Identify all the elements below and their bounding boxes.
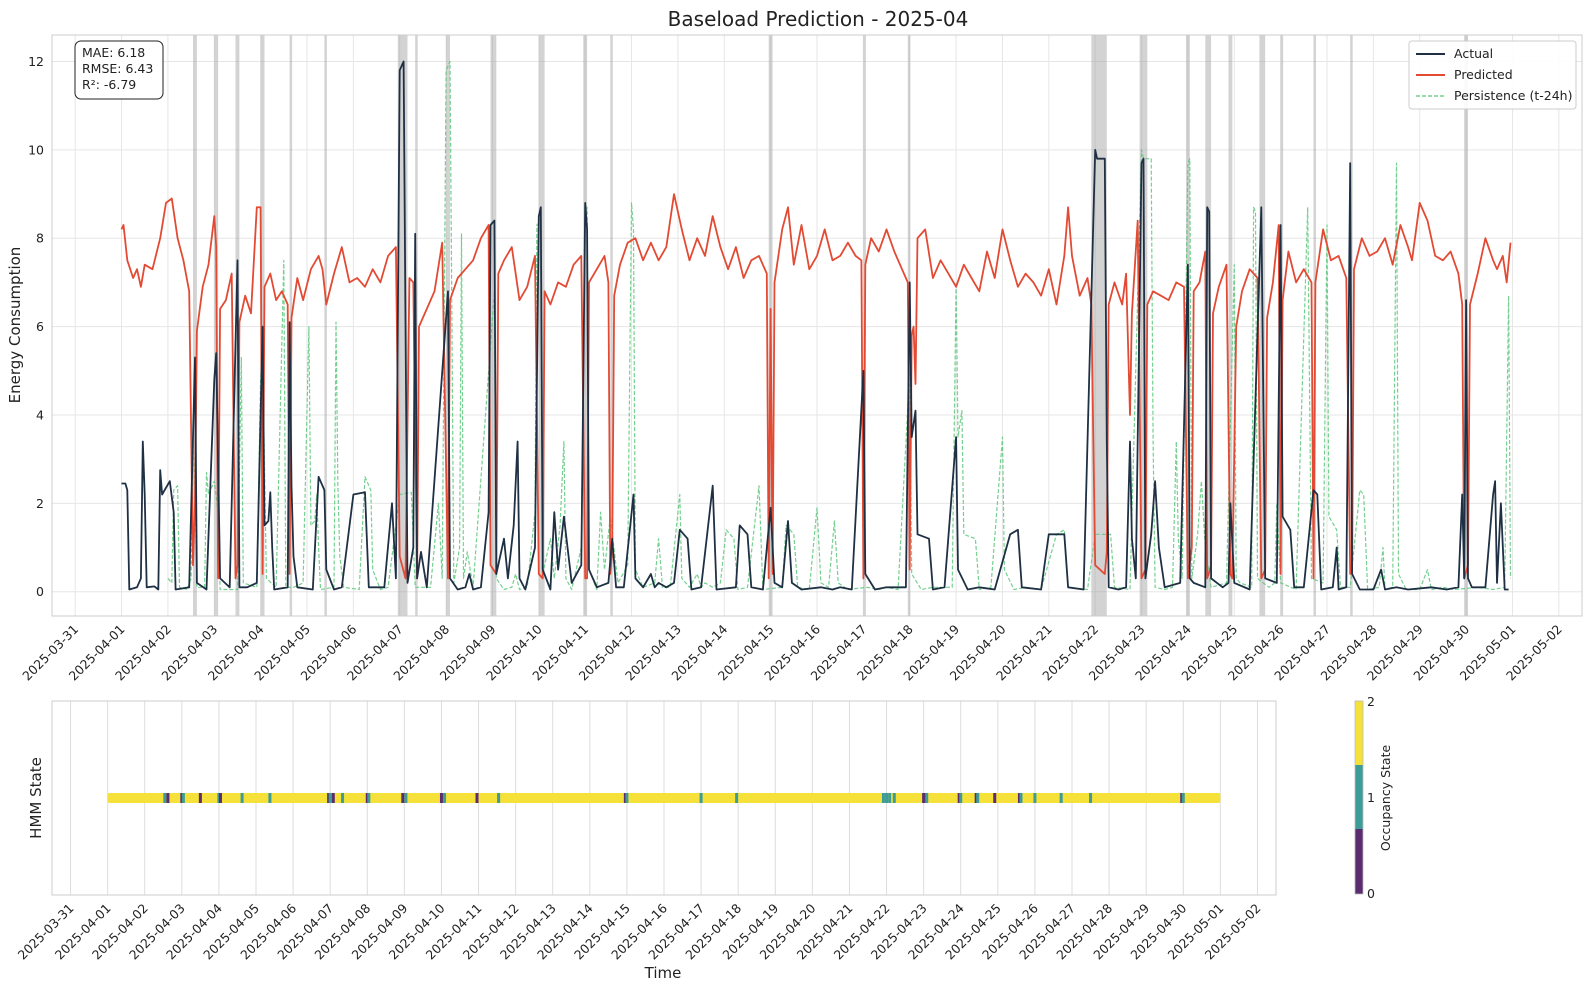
hmm-state-marker bbox=[218, 793, 222, 803]
main-y-tick-label: 4 bbox=[36, 407, 44, 422]
legend-label-actual: Actual bbox=[1454, 46, 1493, 61]
hmm-state-marker bbox=[268, 793, 272, 803]
hmm-state-marker bbox=[881, 793, 885, 803]
hmm-state-marker bbox=[892, 793, 896, 803]
shaded-span bbox=[1205, 35, 1212, 616]
hmm-state-marker bbox=[367, 793, 371, 803]
main-plot-frame bbox=[51, 34, 1583, 617]
hmm-state-marker bbox=[443, 793, 447, 803]
hmm-state-marker bbox=[957, 793, 961, 803]
hmm-state-marker bbox=[1033, 793, 1037, 803]
hmm-state-marker bbox=[1180, 793, 1184, 803]
shaded-span bbox=[324, 35, 327, 616]
main-y-tick-label: 6 bbox=[36, 319, 44, 334]
legend-label-predicted: Predicted bbox=[1454, 67, 1513, 82]
hmm-state-marker bbox=[439, 793, 443, 803]
hmm-state-marker bbox=[1089, 793, 1093, 803]
main-y-ticks: 0 2 4 6 8 10 12 bbox=[28, 54, 44, 599]
colorbar-label: Occupancy State bbox=[1378, 745, 1393, 852]
metrics-box-frame bbox=[74, 40, 164, 100]
hmm-state-marker bbox=[365, 793, 369, 803]
colorbar-segment-0 bbox=[1355, 829, 1363, 894]
shaded-span bbox=[583, 35, 588, 616]
hmm-state-marker bbox=[699, 793, 703, 803]
legend: Actual Predicted Persistence (t-24h) bbox=[1408, 40, 1577, 110]
main-y-label: Energy Consumption bbox=[6, 247, 24, 404]
metrics-box: MAE: 6.18 RMSE: 6.43 R²: -6.79 bbox=[74, 40, 164, 100]
shaded-span bbox=[490, 35, 497, 616]
series-line-persistence-t-24h bbox=[167, 60, 1512, 591]
hmm-state-marker bbox=[328, 793, 332, 803]
hmm-state-marker bbox=[922, 793, 926, 803]
metric-mae: MAE: 6.18 bbox=[82, 45, 145, 60]
occupancy-colorbar: 2 1 0 Occupancy State bbox=[1354, 694, 1393, 901]
main-y-tick-label: 10 bbox=[28, 142, 44, 157]
hmm-state-marker bbox=[163, 793, 167, 803]
hmm-state-marker bbox=[331, 793, 335, 803]
colorbar-tick-2: 2 bbox=[1367, 694, 1375, 709]
hmm-state-marker bbox=[1059, 793, 1063, 803]
hmm-state-marker bbox=[735, 793, 739, 803]
hmm-state-marker bbox=[180, 793, 184, 803]
hmm-state-marker bbox=[959, 793, 963, 803]
hmm-state-marker bbox=[885, 793, 889, 803]
main-y-tick-label: 8 bbox=[36, 231, 44, 246]
hmm-chart: 2025-03-312025-04-012025-04-022025-04-03… bbox=[15, 694, 1393, 982]
series-line-predicted bbox=[120, 193, 1512, 580]
hmm-state-marker bbox=[974, 793, 978, 803]
main-x-ticks: 2025-03-312025-04-012025-04-022025-04-03… bbox=[19, 621, 1565, 683]
main-series-layer bbox=[120, 60, 1512, 591]
main-y-tick-label: 2 bbox=[36, 496, 44, 511]
hmm-state-marker bbox=[976, 793, 980, 803]
hmm-y-label: HMM State bbox=[27, 757, 45, 839]
metric-r2: R²: -6.79 bbox=[82, 77, 136, 92]
shaded-span bbox=[610, 35, 613, 616]
hmm-state-marker bbox=[623, 793, 627, 803]
shaded-span bbox=[260, 35, 265, 616]
legend-label-persistence: Persistence (t-24h) bbox=[1454, 88, 1572, 103]
colorbar-tick-1: 1 bbox=[1367, 790, 1375, 805]
shaded-span bbox=[1228, 35, 1233, 616]
shaded-span bbox=[193, 35, 197, 616]
colorbar-segment-2 bbox=[1355, 701, 1363, 765]
hmm-state-marker bbox=[198, 793, 202, 803]
shaded-span bbox=[397, 35, 408, 616]
hmm-state-marker bbox=[166, 793, 170, 803]
colorbar-frame bbox=[1354, 700, 1364, 895]
hmm-x-ticks: 2025-03-312025-04-012025-04-022025-04-03… bbox=[15, 900, 1264, 962]
hmm-state-marker bbox=[1181, 793, 1185, 803]
hmm-state-marker bbox=[475, 793, 479, 803]
main-y-tick-label: 0 bbox=[36, 584, 44, 599]
hmm-state-marker bbox=[993, 793, 997, 803]
hmm-state-marker bbox=[401, 793, 405, 803]
series-line-actual bbox=[121, 60, 1509, 591]
hmm-state-band bbox=[107, 793, 1221, 803]
hmm-state-marker bbox=[181, 793, 185, 803]
shaded-span bbox=[1091, 35, 1107, 616]
hmm-state-marker bbox=[888, 793, 892, 803]
metric-rmse: RMSE: 6.43 bbox=[82, 61, 153, 76]
hmm-state-marker bbox=[217, 793, 221, 803]
legend-frame bbox=[1408, 40, 1577, 110]
colorbar-tick-0: 0 bbox=[1367, 886, 1375, 901]
hmm-state-marker bbox=[341, 793, 345, 803]
chart-title: Baseload Prediction - 2025-04 bbox=[668, 7, 969, 31]
hmm-plot-frame bbox=[51, 700, 1277, 896]
hmm-state-marker bbox=[404, 793, 408, 803]
hmm-state-marker bbox=[1017, 793, 1021, 803]
main-y-tick-label: 12 bbox=[28, 54, 44, 69]
hmm-state-marker bbox=[923, 793, 927, 803]
hmm-state-marker bbox=[625, 793, 629, 803]
hmm-state-strip bbox=[107, 793, 1221, 803]
hmm-state-marker bbox=[240, 793, 244, 803]
hmm-state-marker bbox=[1019, 793, 1023, 803]
hmm-state-marker bbox=[925, 793, 929, 803]
hmm-state-marker bbox=[327, 793, 331, 803]
hmm-x-label: Time bbox=[644, 964, 682, 982]
hmm-state-marker bbox=[497, 793, 501, 803]
main-chart: Baseload Prediction - 2025-04 024681012 … bbox=[6, 7, 1583, 683]
colorbar-segment-1 bbox=[1355, 765, 1363, 829]
